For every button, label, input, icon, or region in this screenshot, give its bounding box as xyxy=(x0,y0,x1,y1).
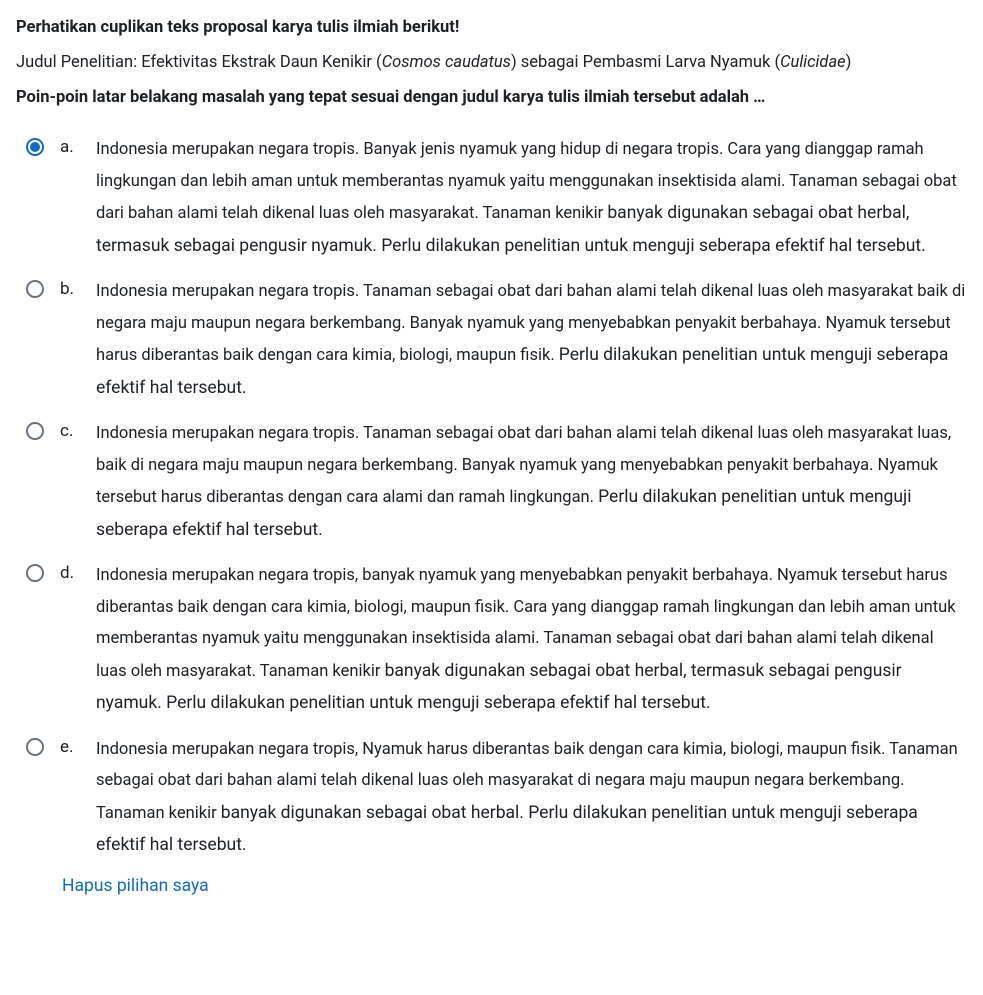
title-mid: ) sebagai Pembasmi Larva Nyamuk ( xyxy=(511,53,780,72)
title-suffix: ) xyxy=(846,53,852,72)
question-header: Perhatikan cuplikan teks proposal karya … xyxy=(16,16,967,110)
option-letter: c. xyxy=(60,418,80,445)
option-letter: b. xyxy=(60,276,80,303)
option-b[interactable]: b. Indonesia merupakan negara tropis. Ta… xyxy=(26,276,967,404)
question-prompt: Poin-poin latar belakang masalah yang te… xyxy=(16,86,967,111)
radio-e[interactable] xyxy=(26,738,44,756)
title-italic-2: Culicidae xyxy=(780,53,846,72)
option-e[interactable]: e. Indonesia merupakan negara tropis, Ny… xyxy=(26,734,967,862)
option-text: Indonesia merupakan negara tropis, Nyamu… xyxy=(96,734,967,862)
radio-wrapper xyxy=(26,276,44,302)
option-c[interactable]: c. Indonesia merupakan negara tropis. Ta… xyxy=(26,418,967,546)
clear-choice-link[interactable]: Hapus pilihan saya xyxy=(26,876,967,896)
question-intro: Perhatikan cuplikan teks proposal karya … xyxy=(16,16,967,41)
option-letter: a. xyxy=(60,134,80,161)
option-a[interactable]: a. Indonesia merupakan negara tropis. Ba… xyxy=(26,134,967,262)
radio-d[interactable] xyxy=(26,564,44,582)
option-letter: d. xyxy=(60,560,80,587)
option-text: Indonesia merupakan negara tropis. Banya… xyxy=(96,134,967,262)
title-italic-1: Cosmos caudatus xyxy=(382,53,511,72)
option-d[interactable]: d. Indonesia merupakan negara tropis, ba… xyxy=(26,560,967,720)
options-container: a. Indonesia merupakan negara tropis. Ba… xyxy=(16,134,967,895)
radio-c[interactable] xyxy=(26,422,44,440)
option-text: Indonesia merupakan negara tropis, banya… xyxy=(96,560,967,720)
option-text: Indonesia merupakan negara tropis. Tanam… xyxy=(96,276,967,404)
radio-wrapper xyxy=(26,418,44,444)
radio-wrapper xyxy=(26,734,44,760)
option-text: Indonesia merupakan negara tropis. Tanam… xyxy=(96,418,967,546)
question-title-line: Judul Penelitian: Efektivitas Ekstrak Da… xyxy=(16,51,967,76)
radio-b[interactable] xyxy=(26,280,44,298)
title-prefix: Judul Penelitian: Efektivitas Ekstrak Da… xyxy=(16,53,382,72)
radio-wrapper xyxy=(26,560,44,586)
option-letter: e. xyxy=(60,734,80,761)
radio-wrapper xyxy=(26,134,44,160)
radio-a[interactable] xyxy=(26,138,44,156)
